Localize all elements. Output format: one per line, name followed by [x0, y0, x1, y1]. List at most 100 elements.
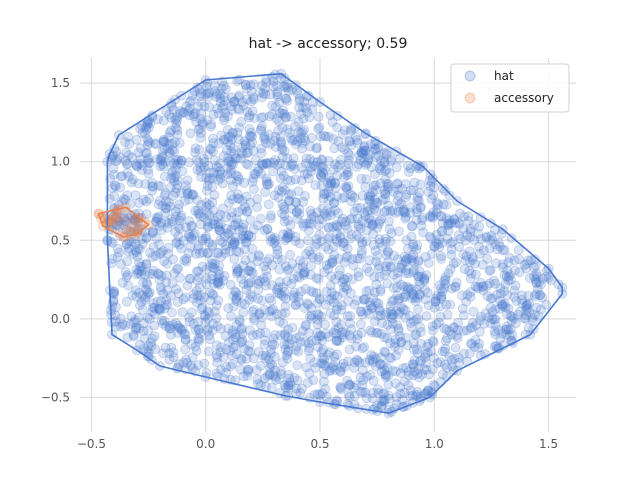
scatter-point-hat — [504, 252, 515, 263]
scatter-point-hat — [172, 179, 183, 190]
scatter-point-hat — [371, 328, 382, 339]
scatter-point-hat — [117, 277, 128, 288]
scatter-point-hat — [437, 369, 448, 380]
scatter-point-hat — [180, 344, 191, 355]
scatter-point-hat — [255, 213, 266, 224]
scatter-point-hat — [202, 115, 213, 126]
scatter-point-hat — [283, 86, 294, 96]
scatter-point-hat — [142, 155, 153, 166]
scatter-point-hat — [355, 372, 366, 383]
scatter-point-hat — [267, 109, 278, 120]
scatter-point-hat — [316, 236, 327, 247]
scatter-point-hat — [131, 134, 142, 145]
scatter-point-hat — [226, 146, 237, 157]
scatter-point-hat — [279, 73, 290, 84]
scatter-point-hat — [347, 254, 358, 265]
scatter-point-hat — [294, 93, 305, 104]
scatter-point-hat — [170, 155, 181, 166]
scatter-point-hat — [441, 299, 452, 310]
scatter-point-hat — [214, 279, 225, 290]
scatter-point-hat — [228, 325, 238, 336]
scatter-point-hat — [396, 336, 407, 347]
scatter-point-hat — [321, 286, 332, 297]
scatter-point-hat — [349, 382, 360, 393]
scatter-point-hat — [316, 154, 327, 165]
scatter-point-hat — [493, 237, 504, 248]
scatter-point-hat — [412, 271, 423, 282]
scatter-point-hat — [215, 226, 226, 237]
scatter-point-hat — [351, 341, 361, 352]
scatter-point-hat — [465, 323, 476, 334]
scatter-point-hat — [442, 309, 453, 320]
scatter-point-hat — [431, 207, 442, 218]
scatter-point-hat — [184, 312, 195, 323]
scatter-point-hat — [253, 166, 264, 177]
scatter-point-hat — [195, 123, 206, 134]
scatter-point-hat — [251, 365, 262, 376]
scatter-point-hat — [345, 233, 356, 244]
scatter-point-hat — [332, 162, 343, 172]
scatter-point-hat — [120, 267, 131, 278]
scatter-point-hat — [306, 132, 317, 143]
scatter-point-hat — [158, 115, 169, 126]
scatter-point-hat — [380, 347, 391, 358]
scatter-point-hat — [332, 122, 342, 133]
scatter-point-hat — [208, 138, 219, 149]
scatter-point-hat — [167, 319, 178, 330]
scatter-point-hat — [159, 143, 170, 154]
scatter-point-hat — [462, 325, 472, 336]
scatter-point-hat — [241, 284, 252, 295]
scatter-point-hat — [197, 119, 208, 130]
scatter-point-hat — [116, 259, 126, 270]
scatter-point-hat — [312, 207, 323, 218]
scatter-point-hat — [411, 204, 422, 215]
scatter-point-hat — [420, 348, 431, 359]
scatter-point-hat — [194, 208, 205, 219]
y-tick-label: 1.0 — [51, 155, 70, 169]
scatter-point-hat — [443, 218, 454, 229]
scatter-point-hat — [481, 280, 492, 291]
scatter-point-hat — [297, 143, 308, 154]
scatter-point-hat — [434, 234, 445, 245]
scatter-point-hat — [295, 255, 305, 266]
scatter-point-hat — [339, 192, 350, 203]
scatter-point-hat — [192, 164, 203, 175]
scatter-point-hat — [236, 353, 246, 364]
scatter-point-hat — [232, 176, 242, 187]
scatter-point-hat — [335, 383, 346, 393]
scatter-point-hat — [202, 248, 213, 259]
scatter-point-hat — [268, 304, 279, 315]
scatter-point-hat — [371, 256, 382, 267]
scatter-point-hat — [475, 315, 485, 326]
scatter-point-hat — [393, 308, 404, 319]
scatter-point-hat — [142, 140, 153, 151]
scatter-point-hat — [289, 287, 300, 298]
scatter-point-hat — [203, 149, 214, 160]
scatter-point-hat — [395, 331, 405, 342]
scatter-point-hat — [290, 174, 301, 185]
scatter-point-hat — [442, 333, 453, 344]
scatter-point-hat — [406, 321, 417, 332]
scatter-point-hat — [162, 143, 173, 154]
scatter-point-hat — [147, 181, 158, 192]
y-tick-label: 1.5 — [51, 76, 70, 90]
scatter-point-hat — [121, 238, 132, 249]
scatter-point-hat — [232, 127, 243, 138]
scatter-point-hat — [428, 379, 439, 390]
scatter-point-hat — [241, 353, 252, 364]
scatter-point-hat — [131, 291, 142, 302]
scatter-point-hat — [451, 257, 462, 268]
scatter-point-hat — [321, 188, 332, 199]
scatter-point-hat — [281, 111, 291, 122]
scatter-point-hat — [336, 384, 347, 395]
scatter-point-hat — [274, 316, 285, 327]
scatter-point-hat — [320, 319, 331, 330]
scatter-point-hat — [280, 94, 291, 104]
scatter-point-hat — [403, 380, 414, 391]
scatter-point-hat — [351, 354, 362, 365]
scatter-point-hat — [307, 97, 318, 108]
scatter-point-hat — [196, 172, 207, 182]
scatter-point-hat — [158, 134, 169, 145]
scatter-point-hat — [214, 269, 225, 280]
scatter-point-hat — [234, 174, 244, 185]
